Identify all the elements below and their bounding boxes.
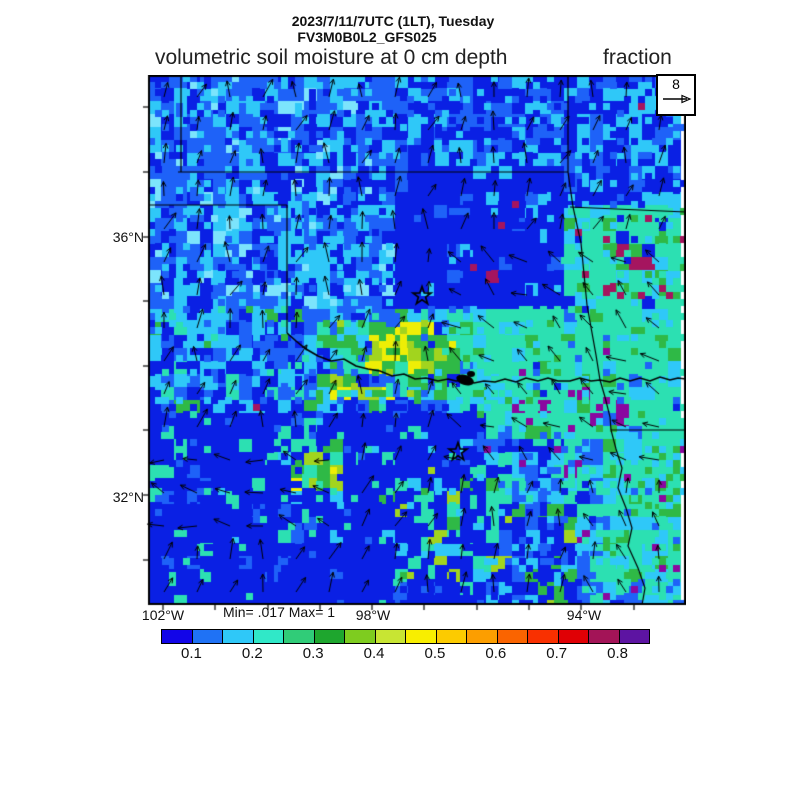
soil-moisture-map: [140, 75, 686, 613]
colorbar-tick-label: 0.4: [363, 645, 385, 662]
wind-reference-value: 8: [672, 76, 680, 92]
colorbar-segment: [314, 630, 345, 643]
colorbar-segment: [345, 630, 376, 643]
plot-datetime: 2023/7/11/7UTC (1LT), Tuesday: [291, 13, 495, 29]
colorbar-tick-label: 0.3: [302, 645, 324, 662]
wind-reference-arrow-icon: [663, 94, 692, 104]
lat-tick-label: 36°N: [112, 229, 144, 245]
colorbar: [161, 629, 650, 644]
lon-tick-label: 102°W: [141, 607, 185, 623]
colorbar-segment: [589, 630, 620, 643]
colorbar-tick-labels: 0.1 0.2 0.3 0.4 0.5 0.6 0.7 0.8: [161, 645, 648, 663]
colorbar-tick-label: 0.2: [241, 645, 263, 662]
units-label: fraction: [603, 46, 672, 69]
wind-reference-box: 8: [656, 74, 696, 116]
colorbar-segment: [284, 630, 315, 643]
colorbar-tick-label: 0.5: [424, 645, 446, 662]
colorbar-segment: [406, 630, 437, 643]
colorbar-tick-label: 0.7: [546, 645, 568, 662]
colorbar-segment: [375, 630, 406, 643]
colorbar-segment: [253, 630, 284, 643]
colorbar-segment: [192, 630, 223, 643]
colorbar-segment: [467, 630, 498, 643]
colorbar-segment: [528, 630, 559, 643]
colorbar-segment: [558, 630, 589, 643]
lon-tick-label: 98°W: [355, 607, 391, 623]
colorbar-tick-label: 0.1: [181, 645, 202, 662]
lon-tick-label: 94°W: [566, 607, 602, 623]
colorbar-segment: [619, 630, 649, 643]
colorbar-tick-label: 0.8: [607, 645, 628, 662]
min-max-annotation: Min= .017 Max= 1: [223, 604, 336, 620]
colorbar-segment: [162, 630, 193, 643]
lat-tick-label: 32°N: [112, 489, 144, 505]
plot-model-id: FV3M0B0L2_GFS025: [297, 29, 437, 45]
colorbar-segment: [436, 630, 467, 643]
colorbar-tick-label: 0.6: [485, 645, 507, 662]
plot-title: volumetric soil moisture at 0 cm depth: [155, 46, 508, 69]
colorbar-segment: [223, 630, 254, 643]
colorbar-segment: [497, 630, 528, 643]
